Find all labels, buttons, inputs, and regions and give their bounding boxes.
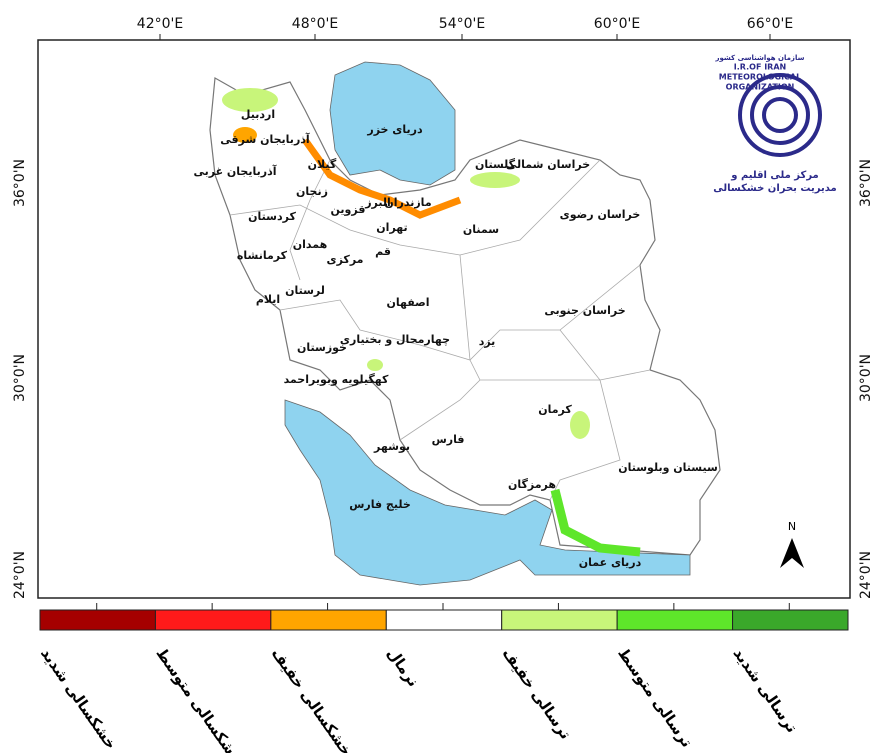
longitude-label: 54°0'E bbox=[439, 16, 485, 32]
province-label: مرکزی bbox=[327, 253, 364, 266]
latitude-label: 36°0'N bbox=[12, 159, 28, 207]
caspian-sea bbox=[329, 61, 456, 186]
longitude-label: 48°0'E bbox=[292, 16, 338, 32]
province-label: گلستان bbox=[475, 158, 516, 171]
legend-label: خشکسالی شدید bbox=[37, 645, 120, 753]
longitude-label: 42°0'E bbox=[137, 16, 183, 32]
latitude-label: 24°0'N bbox=[858, 551, 874, 599]
north-arrow bbox=[780, 538, 804, 568]
province-label: آذربایجان شرقی bbox=[220, 132, 310, 146]
iran-land bbox=[209, 77, 721, 556]
legend-label: ترسالی خفیف bbox=[499, 645, 575, 743]
province-label: فارس bbox=[432, 433, 465, 446]
province-label: کردستان bbox=[248, 210, 296, 223]
legend-swatch bbox=[39, 609, 156, 631]
province-label: سمنان bbox=[463, 223, 499, 236]
logo-text: I.R.OF IRAN bbox=[734, 63, 786, 72]
province-label: خراسان شمالی bbox=[506, 158, 590, 171]
latitude-label: 36°0'N bbox=[858, 159, 874, 207]
province-label: گیلان bbox=[308, 158, 337, 171]
province-label: خراسان جنوبی bbox=[544, 304, 625, 317]
province-label: اصفهان bbox=[386, 296, 429, 309]
water-label: خلیج فارس bbox=[349, 498, 411, 511]
water-label: دریای خزر bbox=[366, 123, 423, 136]
province-label: خراسان رضوی bbox=[560, 208, 641, 221]
province-borders bbox=[229, 159, 651, 501]
province-label: مازندران bbox=[384, 196, 431, 209]
province-label: البرز bbox=[364, 196, 391, 209]
province-label: هرمزگان bbox=[508, 478, 556, 491]
legend-swatch bbox=[270, 609, 387, 631]
province-label: کرمانشاه bbox=[237, 249, 288, 262]
logo-text: مرکز ملی اقلیم و bbox=[730, 170, 818, 181]
province-label: آذربایجان غربی bbox=[193, 164, 276, 178]
latitude-label: 24°0'N bbox=[12, 551, 28, 599]
province-label: لرستان bbox=[285, 284, 325, 297]
province-label: کهگیلویه وبویراحمد bbox=[284, 373, 389, 386]
legend-label: ترسالی شدید bbox=[730, 645, 802, 736]
legend-swatch bbox=[732, 609, 849, 631]
legend: خشکسالی شدید خشکسالی متوسط خشکسالی خفیف نرم… bbox=[37, 603, 849, 753]
province-label: ایلام bbox=[256, 293, 280, 306]
legend-swatch bbox=[616, 609, 734, 631]
province-label: اردبیل bbox=[241, 108, 275, 121]
logo-text: سازمان هواشناسی کشور bbox=[715, 54, 805, 62]
anomaly-patches bbox=[222, 88, 641, 557]
province-label: همدان bbox=[293, 238, 328, 251]
longitude-label: 60°0'E bbox=[594, 16, 640, 32]
latitude-label: 30°0'N bbox=[858, 354, 874, 402]
legend-label: نرمال bbox=[383, 645, 422, 690]
logo-text: ORGANIZATION bbox=[726, 83, 795, 92]
logo-text: METEOROLOGICAL bbox=[719, 73, 801, 82]
logo bbox=[738, 73, 822, 157]
water-label: دریای عمان bbox=[579, 556, 642, 569]
north-label: N bbox=[788, 520, 796, 533]
province-label: تهران bbox=[376, 221, 407, 234]
province-label: زنجان bbox=[296, 185, 328, 198]
logo-text: مدیریت بحران خشکسالی bbox=[713, 183, 836, 194]
province-label: کرمان bbox=[538, 403, 572, 416]
longitude-label: 66°0'E bbox=[747, 16, 793, 32]
province-label: خوزستان bbox=[297, 341, 347, 354]
persian-gulf bbox=[284, 399, 691, 586]
province-label: یزد bbox=[479, 335, 496, 348]
legend-swatch bbox=[154, 609, 272, 631]
legend-swatch bbox=[385, 609, 503, 631]
province-label: قزوین bbox=[331, 203, 366, 216]
legend-label: ترسالی متوسط bbox=[614, 645, 696, 751]
latitude-label: 30°0'N bbox=[12, 354, 28, 402]
legend-label: خشکسالی متوسط bbox=[152, 645, 246, 753]
province-label: قم bbox=[375, 245, 391, 258]
legend-label: خشکسالی خفیف bbox=[268, 645, 356, 753]
province-label: سیستان وبلوستان bbox=[618, 461, 718, 474]
legend-swatch bbox=[501, 609, 618, 631]
province-label: بوشهر bbox=[373, 440, 410, 453]
province-label: چهارمحال و بختیاری bbox=[340, 333, 450, 346]
